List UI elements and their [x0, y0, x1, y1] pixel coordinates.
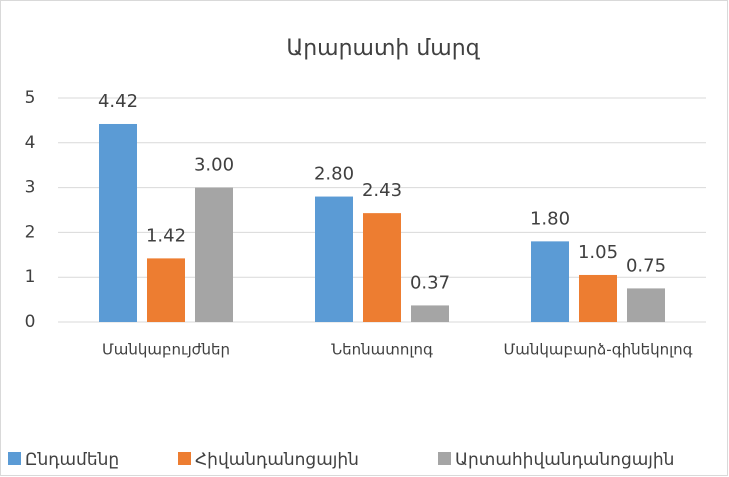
- x-tick-label: Նեոնատոլոգ: [331, 341, 433, 359]
- x-tick-label: Մանկաբարձ-գինեկոլոգ: [503, 341, 692, 359]
- y-tick-label: 2: [25, 222, 36, 242]
- bar: [579, 274, 617, 322]
- bar: [531, 241, 569, 322]
- bar: [99, 123, 137, 322]
- legend-label: Ընդամենը: [25, 450, 119, 470]
- value-label: 0.75: [626, 255, 666, 276]
- value-label: 2.43: [362, 180, 402, 201]
- bar: [411, 305, 449, 322]
- bar: [195, 187, 233, 322]
- bar: [315, 196, 353, 322]
- value-label: 1.42: [146, 225, 186, 246]
- legend-swatch: [438, 452, 451, 465]
- value-label: 0.37: [410, 272, 450, 293]
- y-tick-label: 5: [25, 88, 36, 108]
- bar: [147, 258, 185, 322]
- y-tick-label: 4: [25, 133, 36, 153]
- bar: [627, 288, 665, 322]
- value-label: 1.05: [578, 242, 618, 263]
- y-tick-label: 3: [25, 178, 36, 198]
- y-tick-label: 1: [25, 267, 36, 287]
- legend-swatch: [8, 452, 21, 465]
- bar: [363, 213, 401, 322]
- chart-title: Արարատի մարզ: [286, 36, 480, 61]
- legend-swatch: [178, 452, 191, 465]
- y-tick-label: 0: [25, 312, 36, 332]
- legend-label: Արտահիվանդանոցային: [455, 450, 674, 470]
- value-label: 3.00: [194, 155, 234, 176]
- value-label: 2.80: [314, 164, 354, 185]
- x-tick-label: Մանկաբույժներ: [102, 341, 230, 359]
- value-label: 1.80: [530, 208, 570, 229]
- value-label: 4.42: [98, 91, 138, 112]
- legend-label: Հիվանդանոցային: [195, 450, 359, 470]
